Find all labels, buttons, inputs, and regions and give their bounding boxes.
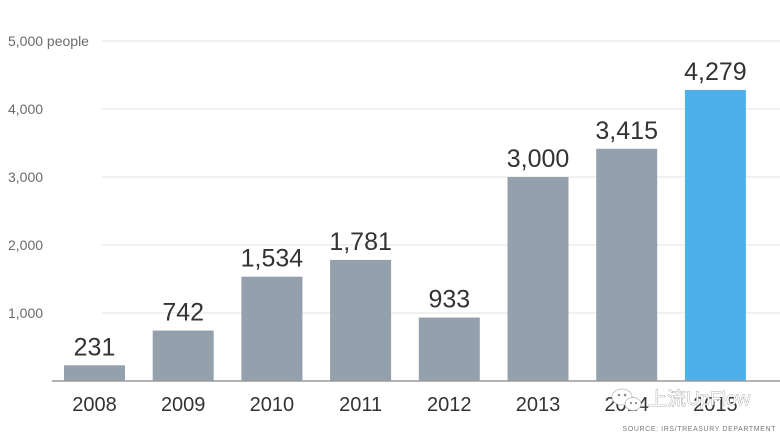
value-label: 1,781 [329, 228, 392, 256]
x-tick-label: 2010 [250, 394, 295, 416]
x-tick-label: 2009 [161, 394, 206, 416]
bar-2013 [507, 177, 569, 381]
value-label: 742 [162, 299, 204, 327]
y-tick-label: 4,000 [8, 101, 43, 117]
bar-2008 [64, 365, 125, 381]
bar-2009 [152, 330, 214, 381]
x-tick-label: 2011 [339, 394, 382, 416]
bar-2012 [418, 317, 480, 381]
watermark [611, 388, 642, 411]
value-label: 3,000 [507, 145, 570, 173]
value-label: 3,415 [595, 117, 658, 145]
value-label: 4,279 [684, 58, 747, 86]
x-tick-label: 2015 [693, 394, 738, 416]
bar-2010 [241, 276, 303, 381]
bar-2015 [684, 90, 746, 381]
grid-layer: 1,000 2,000 3,000 4,000 5,000 people [8, 33, 780, 321]
wechat-icon [611, 388, 642, 411]
source-note: SOURCE: IRS/TREASURY DEPARTMENT [623, 426, 777, 433]
bar-2014 [596, 148, 658, 381]
bar-layer [64, 90, 746, 381]
value-label: 933 [428, 286, 470, 314]
watermark-text: 上流UpFlow [648, 388, 751, 410]
x-tick-label: 2008 [72, 394, 117, 416]
label-layer: 231 2008 742 2009 1,534 2010 1,781 2011 933 2012 3… [72, 58, 746, 416]
x-tick-label: 2012 [427, 394, 472, 416]
y-tick-label: 5,000 people [8, 33, 89, 49]
y-tick-label: 2,000 [8, 237, 43, 253]
value-label: 1,534 [241, 245, 304, 273]
y-tick-label: 3,000 [8, 169, 43, 185]
x-tick-label: 2013 [516, 394, 561, 416]
value-label: 231 [74, 333, 116, 361]
bar-2011 [330, 259, 392, 381]
y-tick-label: 1,000 [8, 305, 43, 321]
